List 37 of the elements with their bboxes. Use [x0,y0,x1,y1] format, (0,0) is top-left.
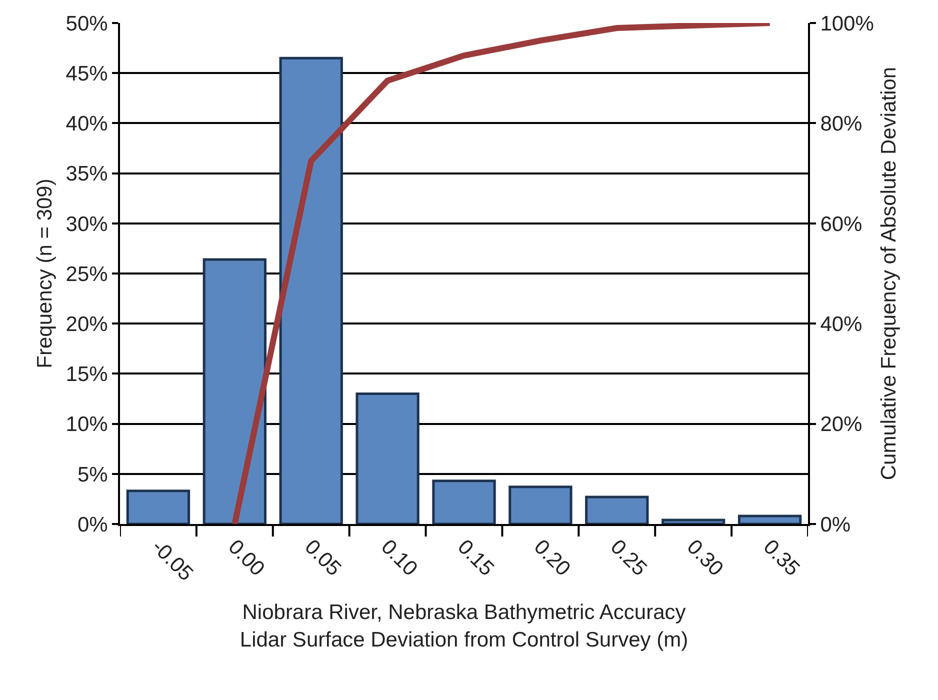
y-tick-label: 30% [66,212,108,236]
x-tick-label: 0.20 [529,535,575,581]
bar [508,486,572,524]
y-tick-label: 25% [66,262,108,286]
y2-tick-label: 40% [820,312,862,336]
y-axis-title: Frequency (n = 309) [33,178,56,368]
y-tick-label: 0% [77,513,108,536]
y-tick-label: 50% [66,12,108,36]
x-tick-label: 0.15 [453,535,498,581]
y-tick-label: 15% [66,363,108,386]
x-tick-label: 0.25 [606,535,652,581]
y2-tick-label: 20% [820,413,862,436]
y2-tick-label: 60% [820,212,862,236]
y2-axis-title: Cumulative Frequency of Absolute Deviation [878,66,901,480]
x-axis-title: Niobrara River, Nebraska Bathymetric Accuracy Lidar Surface Deviation from Control Survey (m) [240,601,688,652]
x-tick-label: 0.10 [376,535,422,581]
y2-tick-label: 0% [820,513,851,536]
y-tick-label: 10% [66,413,108,436]
bar [662,518,726,524]
bar [738,514,802,524]
y-tick-label: 45% [66,62,108,86]
y2-tick-label: 100% [820,12,874,36]
y-tick-label: 40% [66,112,108,136]
y-tick-label: 5% [77,463,108,486]
bar [202,258,266,524]
x-tick-label: 0.05 [300,535,346,581]
y-tick-label: 20% [66,312,108,336]
x-tick-label: 0.35 [758,535,804,581]
bar [126,490,190,524]
x-tick-label: 0.00 [224,535,269,581]
bar [432,480,496,524]
y-tick-label: 35% [66,162,108,186]
bar [356,392,420,524]
x-tick-label: 0.30 [682,535,728,581]
bar [279,56,343,524]
y2-tick-label: 80% [820,112,862,136]
bar [585,496,649,524]
